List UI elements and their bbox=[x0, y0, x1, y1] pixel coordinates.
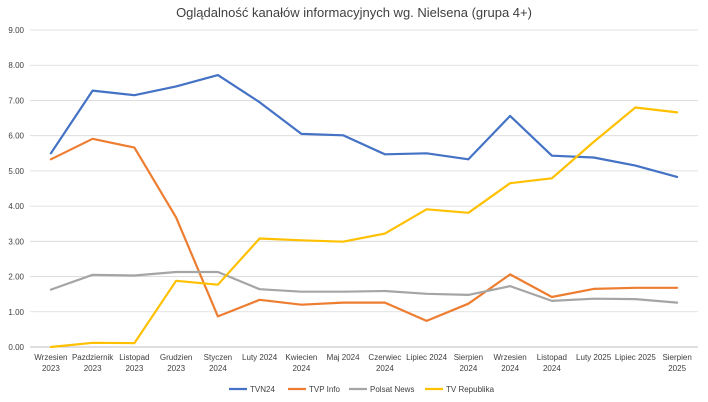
y-tick-label: 6.00 bbox=[8, 132, 24, 141]
x-tick-label: Czerwiec 2024 bbox=[368, 353, 401, 373]
x-tick-label: Luty 2024 bbox=[242, 353, 278, 362]
x-tick-label: Wrzesien 2023 bbox=[34, 353, 67, 373]
x-tick-label: Kwiecien 2024 bbox=[285, 353, 317, 373]
series-line-tvp-info bbox=[49, 137, 679, 322]
x-tick-label: Wrzesien 2024 bbox=[494, 353, 527, 373]
x-tick-label: Maj 2024 bbox=[327, 353, 360, 362]
y-axis: 0.00 1.00 2.00 3.00 4.00 5.00 6.00 7.00 8.00 9.00 bbox=[8, 26, 698, 352]
legend-item-tv-republika: TV Republika bbox=[425, 385, 495, 394]
legend-item-tvp-info: TVP Info bbox=[288, 385, 341, 394]
series-line-tvn24 bbox=[49, 73, 679, 178]
legend-label: TV Republika bbox=[446, 385, 495, 394]
gridlines bbox=[30, 29, 698, 313]
y-tick-label: 3.00 bbox=[8, 237, 24, 246]
x-tick-label: Grudzien 2023 bbox=[160, 353, 192, 373]
y-tick-label: 1.00 bbox=[8, 308, 24, 317]
legend-label: TVP Info bbox=[309, 385, 341, 394]
x-tick-label: Listopad 2023 bbox=[119, 353, 149, 373]
y-tick-label: 9.00 bbox=[8, 26, 24, 35]
series-lines bbox=[49, 73, 679, 349]
legend-label: Polsat News bbox=[370, 385, 414, 394]
x-tick-label: Pazdziernik 2023 bbox=[72, 353, 114, 373]
chart-title: Oglądalność kanałów informacyjnych wg. N… bbox=[176, 5, 532, 20]
legend-item-polsat-news: Polsat News bbox=[349, 385, 414, 394]
x-tick-label: Listopad 2024 bbox=[537, 353, 567, 373]
y-tick-label: 7.00 bbox=[8, 96, 24, 105]
legend: TVN24 TVP Info Polsat News TV Republika bbox=[229, 385, 495, 394]
x-tick-label: Sierpien 2025 bbox=[662, 353, 691, 373]
x-tick-label: Lipiec 2024 bbox=[406, 353, 447, 362]
y-tick-label: 0.00 bbox=[8, 343, 24, 352]
x-tick-label: Sierpien 2024 bbox=[454, 353, 483, 373]
x-tick-label: Lipiec 2025 bbox=[615, 353, 656, 362]
y-tick-label: 8.00 bbox=[8, 61, 24, 70]
x-tick-label: Luty 2025 bbox=[576, 353, 612, 362]
y-tick-label: 4.00 bbox=[8, 202, 24, 211]
x-tick-label: Styczen 2024 bbox=[204, 353, 232, 373]
series-line-tv-republika bbox=[49, 106, 679, 349]
legend-item-tvn24: TVN24 bbox=[229, 385, 275, 394]
legend-label: TVN24 bbox=[250, 385, 275, 394]
y-tick-label: 2.00 bbox=[8, 273, 24, 282]
y-tick-label: 5.00 bbox=[8, 167, 24, 176]
series-line-polsat-news bbox=[49, 270, 679, 304]
